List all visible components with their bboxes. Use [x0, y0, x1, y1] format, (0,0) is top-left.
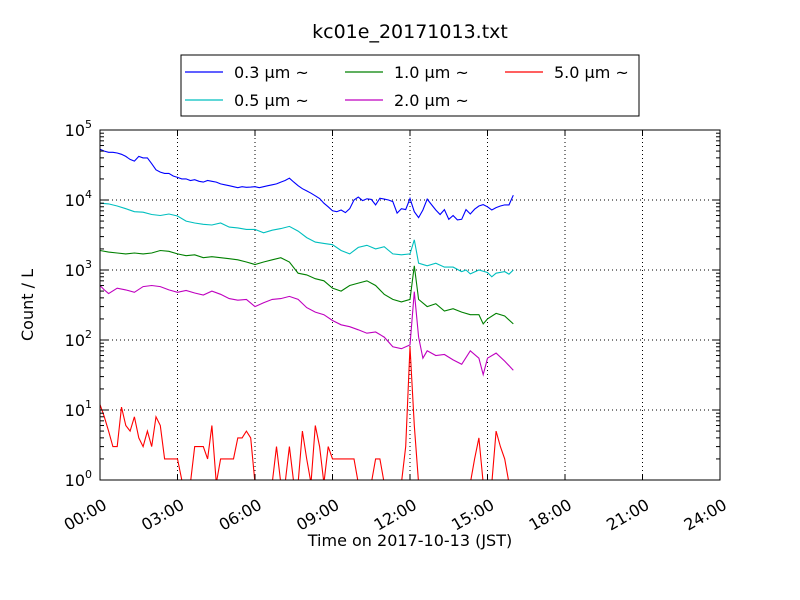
- chart-title: kc01e_20171013.txt: [312, 21, 508, 43]
- y-tick-exponent: 1: [85, 398, 92, 411]
- y-axis-label: Count / L: [18, 269, 37, 341]
- series-line-4: [100, 346, 509, 480]
- y-tick-label: 101: [65, 398, 92, 420]
- series-line-2: [100, 249, 514, 325]
- series-line-0: [100, 148, 514, 221]
- x-axis-label: Time on 2017-10-13 (JST): [307, 531, 512, 550]
- series-line-3: [100, 284, 514, 377]
- legend: 0.3 μm ~ 0.5 μm ~ 1.0 μm ~ 2.0 μm ~ 5.0 μm ~: [180, 54, 640, 117]
- y-tick-label: 103: [65, 258, 92, 280]
- grid: [100, 130, 720, 480]
- x-tick-label: 15:00: [448, 495, 497, 535]
- y-tick-exponent: 0: [85, 468, 92, 481]
- x-tick-label: 21:00: [603, 495, 652, 535]
- series-line-1: [100, 202, 514, 278]
- series-layer: [100, 148, 514, 480]
- y-tick-label: 105: [65, 118, 92, 140]
- x-tick-label: 00:00: [61, 495, 110, 535]
- y-tick-label: 100: [65, 468, 92, 490]
- y-tick-label: 104: [65, 188, 92, 210]
- y-tick-exponent: 2: [85, 328, 92, 341]
- y-tick-base: 10: [65, 471, 85, 490]
- y-tick-base: 10: [65, 401, 85, 420]
- legend-box: [180, 54, 640, 117]
- y-tick-base: 10: [65, 121, 85, 140]
- x-tick-label: 12:00: [371, 495, 420, 535]
- y-tick-label: 102: [65, 328, 92, 350]
- y-tick-base: 10: [65, 191, 85, 210]
- y-tick-base: 10: [65, 331, 85, 350]
- axis-ticks: 00:00 03:00 06:00 09:00 12:00 15:00 18:00 21:00…: [61, 118, 730, 535]
- legend-label: 2.0 μm ~: [394, 91, 469, 110]
- x-tick-label: 24:00: [681, 495, 730, 535]
- x-tick-label: 09:00: [293, 495, 342, 535]
- legend-label: 5.0 μm ~: [554, 63, 629, 82]
- y-tick-exponent: 4: [85, 188, 92, 201]
- legend-label: 0.3 μm ~: [234, 63, 309, 82]
- x-tick-label: 03:00: [138, 495, 187, 535]
- x-tick-label: 18:00: [526, 495, 575, 535]
- y-tick-exponent: 5: [85, 118, 92, 131]
- x-tick-label: 06:00: [216, 495, 265, 535]
- y-tick-base: 10: [65, 261, 85, 280]
- legend-label: 1.0 μm ~: [394, 63, 469, 82]
- legend-label: 0.5 μm ~: [234, 91, 309, 110]
- y-tick-exponent: 3: [85, 258, 92, 271]
